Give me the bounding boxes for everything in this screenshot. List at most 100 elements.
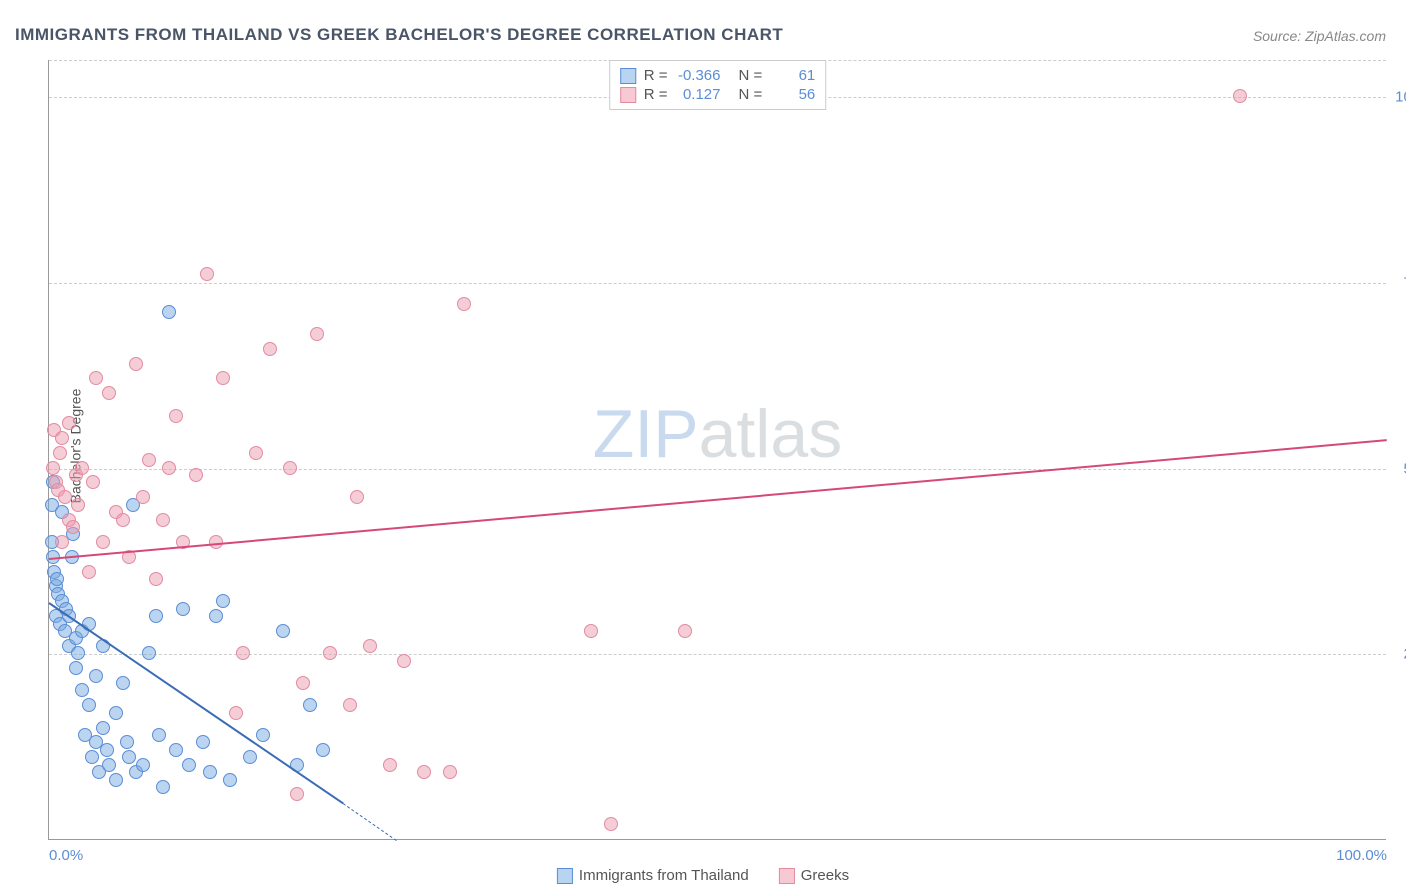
greeks-point bbox=[249, 446, 263, 460]
greeks-point bbox=[1233, 89, 1247, 103]
chart-container: IMMIGRANTS FROM THAILAND VS GREEK BACHEL… bbox=[0, 0, 1406, 892]
greeks-point bbox=[397, 654, 411, 668]
legend-swatch bbox=[620, 68, 636, 84]
greeks-point bbox=[136, 490, 150, 504]
r-label: R = bbox=[644, 86, 668, 103]
greeks-point bbox=[96, 535, 110, 549]
thailand-point bbox=[169, 743, 183, 757]
greeks-point bbox=[129, 357, 143, 371]
greeks-point bbox=[75, 461, 89, 475]
thailand-point bbox=[276, 624, 290, 638]
x-tick-label: 100.0% bbox=[1336, 847, 1387, 864]
thailand-point bbox=[142, 646, 156, 660]
greeks-point bbox=[66, 520, 80, 534]
thailand-point bbox=[120, 735, 134, 749]
thailand-point bbox=[182, 758, 196, 772]
greeks-point bbox=[189, 468, 203, 482]
greeks-point bbox=[89, 371, 103, 385]
thailand-point bbox=[71, 646, 85, 660]
greeks-point bbox=[200, 267, 214, 281]
n-value: 61 bbox=[770, 67, 815, 84]
grid-line bbox=[49, 283, 1386, 284]
r-label: R = bbox=[644, 67, 668, 84]
greeks-point bbox=[417, 765, 431, 779]
greeks-point bbox=[162, 461, 176, 475]
watermark-atlas: atlas bbox=[699, 396, 843, 472]
greeks-point bbox=[363, 639, 377, 653]
greeks-point bbox=[58, 490, 72, 504]
greeks-point bbox=[46, 461, 60, 475]
greeks-point bbox=[443, 765, 457, 779]
thailand-point bbox=[149, 609, 163, 623]
thailand-point bbox=[316, 743, 330, 757]
thailand-point bbox=[136, 758, 150, 772]
thailand-point bbox=[96, 721, 110, 735]
greeks-point bbox=[82, 565, 96, 579]
thailand-point bbox=[203, 765, 217, 779]
greeks-point bbox=[229, 706, 243, 720]
thailand-point bbox=[162, 305, 176, 319]
thailand-point bbox=[122, 750, 136, 764]
greeks-point bbox=[323, 646, 337, 660]
r-value: 0.127 bbox=[676, 86, 721, 103]
n-label: N = bbox=[739, 86, 763, 103]
thailand-point bbox=[303, 698, 317, 712]
thailand-point bbox=[223, 773, 237, 787]
legend-correlation: R =-0.366N =61R =0.127N =56 bbox=[609, 60, 827, 110]
legend-swatch bbox=[620, 87, 636, 103]
thailand-point bbox=[82, 698, 96, 712]
plot-area: ZIPatlas R =-0.366N =61R =0.127N =56 25.… bbox=[48, 60, 1386, 840]
legend-series-label: Immigrants from Thailand bbox=[579, 867, 749, 884]
thailand-point bbox=[156, 780, 170, 794]
legend-correlation-row: R = 0.127 N = 56 bbox=[620, 86, 816, 103]
greeks-point bbox=[116, 513, 130, 527]
thailand-point bbox=[152, 728, 166, 742]
thailand-point bbox=[109, 773, 123, 787]
thailand-point bbox=[75, 683, 89, 697]
greeks-point bbox=[457, 297, 471, 311]
thailand-point bbox=[256, 728, 270, 742]
n-label: N = bbox=[739, 67, 763, 84]
greeks-point bbox=[263, 342, 277, 356]
greeks-point bbox=[142, 453, 156, 467]
watermark-zip: ZIP bbox=[593, 396, 699, 472]
greeks-point bbox=[86, 475, 100, 489]
greeks-point bbox=[62, 416, 76, 430]
greeks-point bbox=[216, 371, 230, 385]
greeks-point bbox=[678, 624, 692, 638]
greeks-point bbox=[236, 646, 250, 660]
x-tick-label: 0.0% bbox=[49, 847, 83, 864]
thailand-point bbox=[243, 750, 257, 764]
greeks-point bbox=[383, 758, 397, 772]
legend-series-label: Greeks bbox=[801, 867, 849, 884]
thailand-point bbox=[89, 669, 103, 683]
source-label: Source: ZipAtlas.com bbox=[1253, 28, 1386, 44]
greeks-point bbox=[290, 787, 304, 801]
watermark: ZIPatlas bbox=[593, 395, 842, 473]
legend-correlation-row: R =-0.366N =61 bbox=[620, 67, 816, 84]
thailand-point bbox=[69, 661, 83, 675]
legend-series-item: Immigrants from Thailand bbox=[557, 867, 749, 884]
greeks-point bbox=[71, 498, 85, 512]
legend-swatch bbox=[779, 868, 795, 884]
thailand-point bbox=[176, 602, 190, 616]
y-tick-label: 100.0% bbox=[1395, 89, 1406, 106]
thailand-point bbox=[116, 676, 130, 690]
greeks-point bbox=[604, 817, 618, 831]
greeks-point bbox=[169, 409, 183, 423]
greeks-point bbox=[53, 446, 67, 460]
thailand-point bbox=[216, 594, 230, 608]
thailand-point bbox=[102, 758, 116, 772]
thailand-point bbox=[100, 743, 114, 757]
greeks-point bbox=[310, 327, 324, 341]
greeks-point bbox=[102, 386, 116, 400]
legend-series-item: Greeks bbox=[779, 867, 849, 884]
thailand-point bbox=[209, 609, 223, 623]
greeks-point bbox=[156, 513, 170, 527]
greeks-point bbox=[55, 431, 69, 445]
greeks-point bbox=[350, 490, 364, 504]
n-value: 56 bbox=[770, 86, 815, 103]
greeks-point bbox=[584, 624, 598, 638]
greeks-point bbox=[296, 676, 310, 690]
thailand-point bbox=[196, 735, 210, 749]
